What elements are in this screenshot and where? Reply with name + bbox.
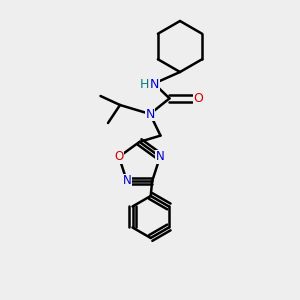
Text: N: N <box>122 175 131 188</box>
Text: O: O <box>194 92 203 105</box>
Text: N: N <box>150 77 159 91</box>
Text: N: N <box>156 150 164 163</box>
Text: N: N <box>145 107 155 121</box>
Text: O: O <box>114 150 124 163</box>
Text: H: H <box>140 77 149 91</box>
